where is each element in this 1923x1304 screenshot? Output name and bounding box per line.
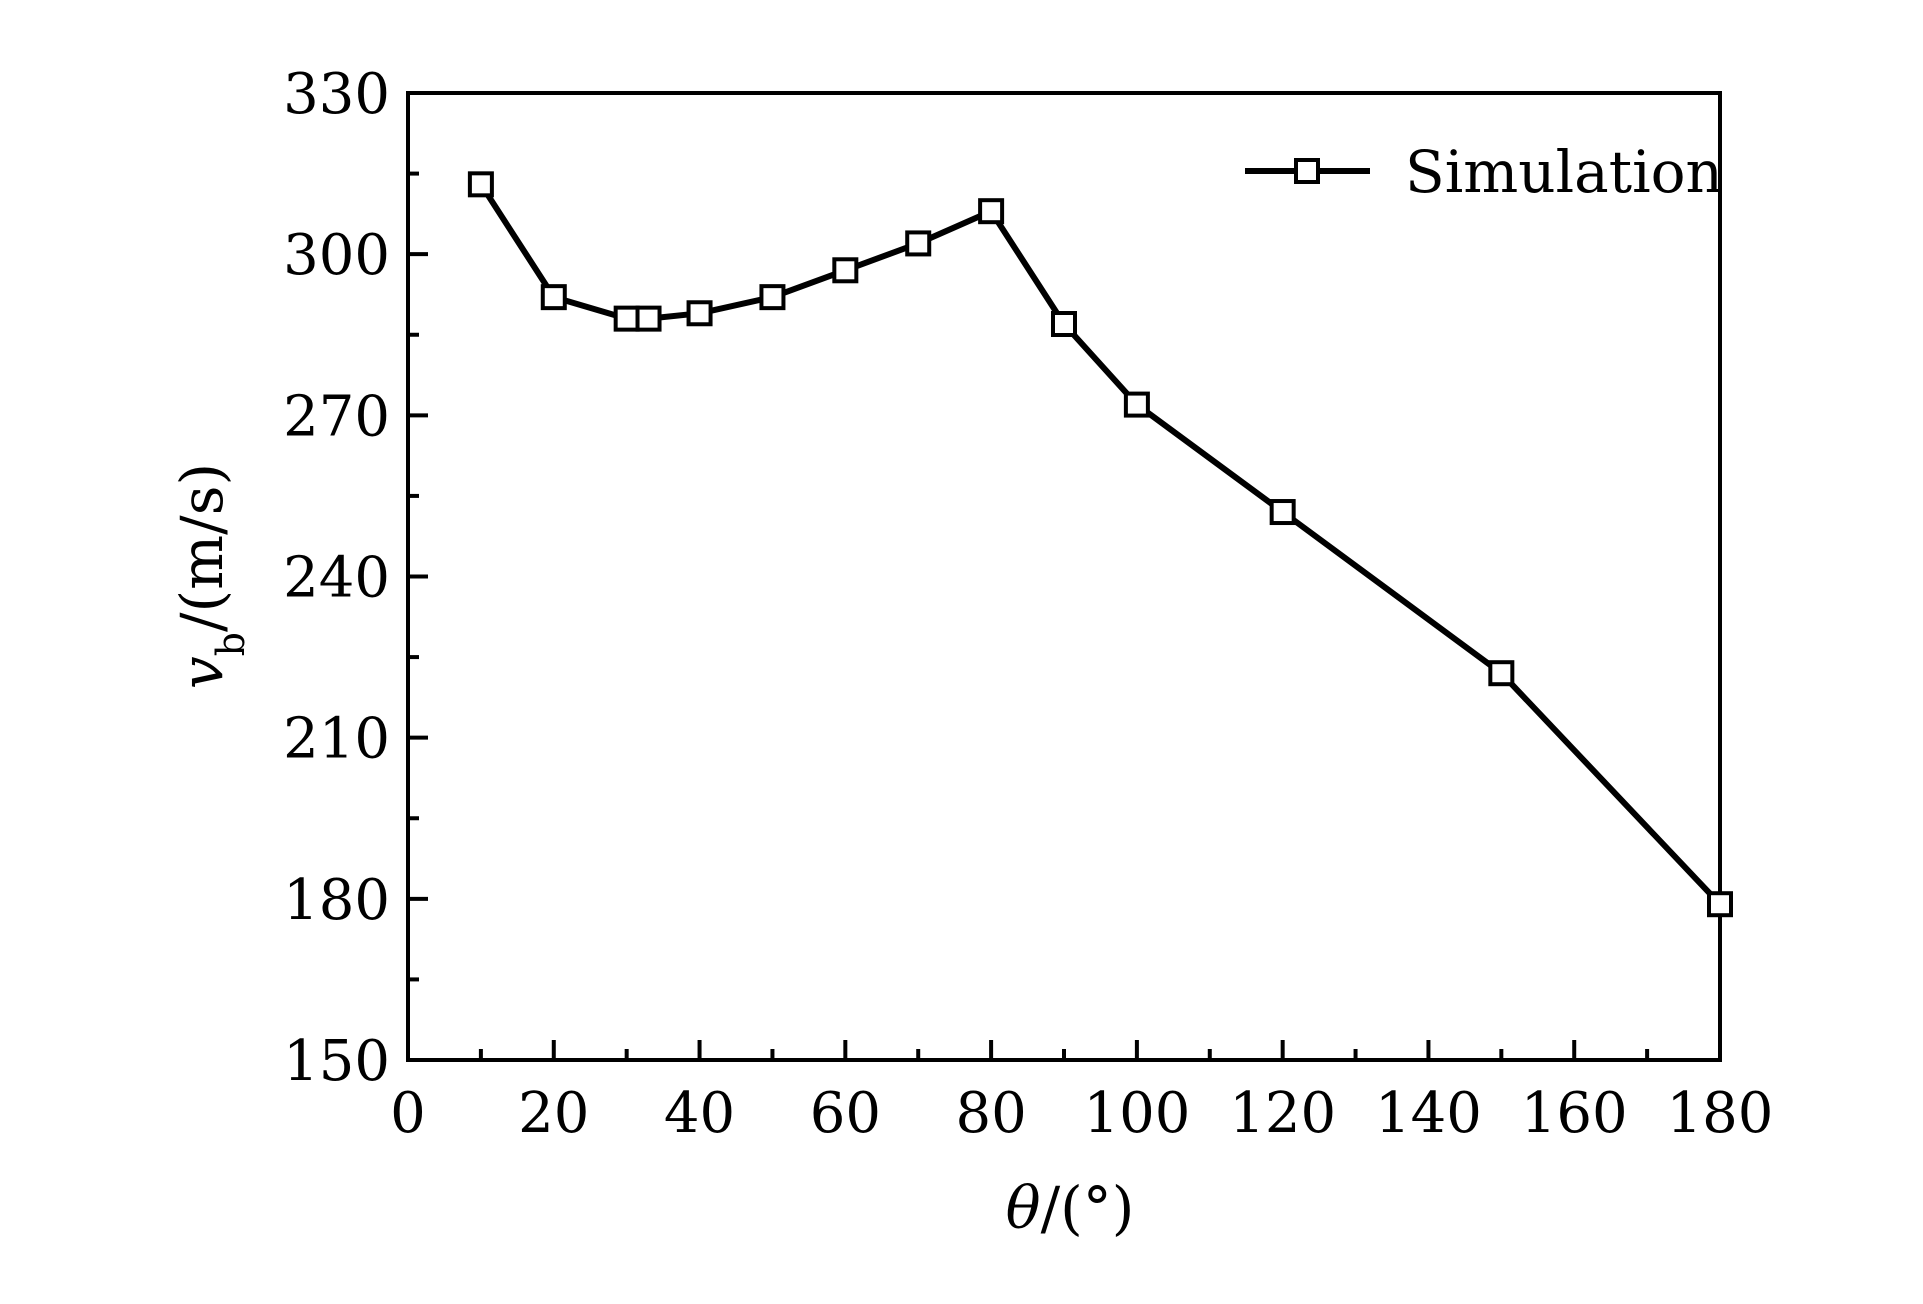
y-tick-label: 240	[283, 546, 390, 611]
x-axis-title: θ/(°)	[1006, 1174, 1135, 1242]
legend-label: Simulation	[1405, 138, 1723, 206]
y-tick-label: 300	[283, 223, 390, 288]
data-point	[613, 305, 640, 332]
x-tick-label: 80	[955, 1081, 1026, 1146]
data-point	[978, 198, 1005, 225]
data-point	[1123, 391, 1150, 418]
data-point	[1488, 660, 1515, 687]
y-axis-ticks	[408, 91, 428, 1062]
series-layer	[467, 171, 1733, 918]
y-axis-tick-labels: 150 180 210 240 270 300 330	[283, 62, 390, 1094]
data-point	[759, 284, 786, 311]
data-point	[1051, 311, 1077, 338]
legend: Simulation	[1245, 138, 1723, 206]
x-tick-label: 40	[664, 1081, 735, 1146]
x-tick-label: 120	[1229, 1081, 1336, 1146]
x-tick-label: 160	[1521, 1081, 1628, 1146]
x-tick-label: 140	[1375, 1081, 1482, 1146]
x-axis-tick-labels: 0 20 40 60 80 100 120 140 160 180	[390, 1081, 1773, 1146]
data-point	[686, 300, 713, 327]
data-point	[540, 284, 567, 311]
y-tick-label: 180	[283, 868, 390, 933]
x-tick-label: 0	[390, 1081, 426, 1146]
series-line	[478, 182, 1723, 907]
y-tick-label: 210	[283, 707, 390, 772]
legend-marker	[1294, 158, 1320, 184]
data-point	[1707, 891, 1733, 918]
x-tick-label: 60	[810, 1081, 881, 1146]
y-tick-label: 270	[283, 384, 390, 449]
data-point	[832, 257, 859, 284]
y-axis-title: vb/(m/s)	[168, 463, 253, 689]
plot-frame	[406, 91, 1722, 1062]
x-tick-label: 180	[1667, 1081, 1774, 1146]
y-tick-label: 150	[283, 1029, 390, 1094]
data-point	[1269, 499, 1296, 526]
data-point	[635, 305, 662, 332]
x-tick-label: 100	[1083, 1081, 1190, 1146]
data-point	[467, 171, 494, 198]
y-tick-label: 330	[283, 62, 390, 127]
data-point	[905, 230, 932, 257]
x-tick-label: 20	[518, 1081, 589, 1146]
x-axis-ticks	[406, 1040, 1722, 1060]
